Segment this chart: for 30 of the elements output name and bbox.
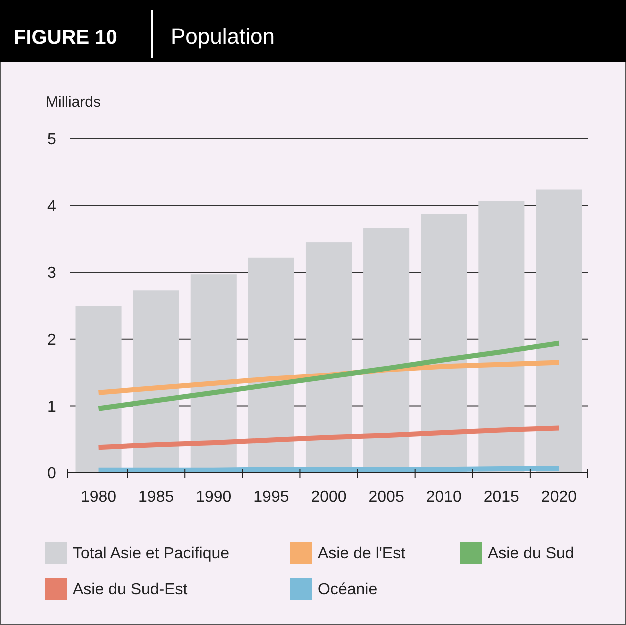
x-tick-label: 1990 xyxy=(196,489,232,506)
bar xyxy=(421,214,468,473)
bar xyxy=(478,201,525,473)
legend-label: Asie de l'Est xyxy=(318,546,406,563)
x-tick-label: 2005 xyxy=(368,489,404,506)
x-tick-label: 1985 xyxy=(138,489,174,506)
x-tick-label: 2000 xyxy=(311,489,347,506)
x-tick-label: 2010 xyxy=(426,489,462,506)
y-tick-label: 1 xyxy=(48,398,57,416)
x-tick-label: 2020 xyxy=(541,489,578,506)
legend-label: Asie du Sud-Est xyxy=(73,582,188,599)
y-tick-label: 0 xyxy=(48,466,57,483)
bar xyxy=(76,306,122,473)
chart-title: Population xyxy=(171,24,275,49)
x-tick-label: 1980 xyxy=(80,489,117,506)
legend-label: Asie du Sud xyxy=(488,546,574,563)
y-tick-label: 2 xyxy=(48,332,57,349)
chart-subtitle: FIGURE 10 xyxy=(14,27,118,49)
bar xyxy=(306,242,352,473)
legend-label: Total Asie et Pacifique xyxy=(73,546,230,563)
y-tick-label: 5 xyxy=(48,132,57,149)
bar xyxy=(364,228,410,473)
x-tick-label: 2015 xyxy=(484,489,520,506)
bar xyxy=(248,258,294,473)
x-tick-label: 1995 xyxy=(254,489,290,506)
y-tick-label: 3 xyxy=(48,265,57,282)
y-tick-label: 4 xyxy=(48,198,57,216)
bar xyxy=(536,190,582,473)
legend-label: Océanie xyxy=(318,582,378,599)
y-axis-title: Milliards xyxy=(46,94,102,111)
